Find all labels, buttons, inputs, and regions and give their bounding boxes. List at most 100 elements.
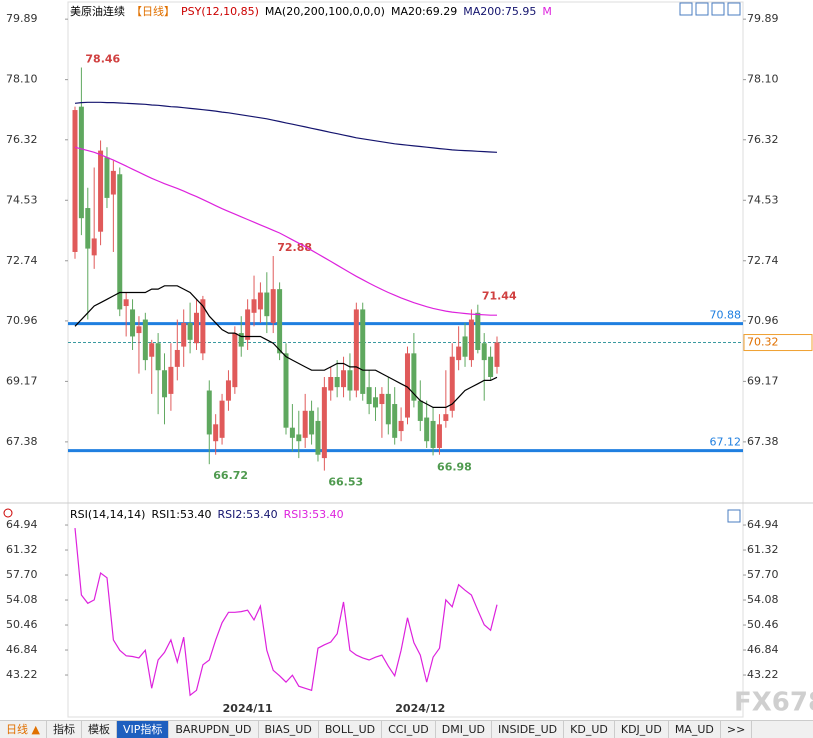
candle-body: [373, 397, 379, 408]
tab[interactable]: DMI_UD: [436, 721, 492, 738]
candle-body: [213, 424, 219, 442]
candle-body: [289, 427, 295, 438]
tab-bar: 日线 ▲ 指标 模板 VIP指标 BARUPDN_UD BIAS_UD BOLL_UD CCI…: [0, 720, 813, 738]
candle-body: [162, 370, 168, 398]
candle-body: [334, 377, 340, 388]
y-tick-label: 54.08: [6, 593, 38, 606]
candle-body: [436, 424, 442, 448]
y-tick-label: 70.96: [747, 314, 779, 327]
y-tick-label: 70.96: [6, 314, 38, 327]
y-tick-label: 79.89: [6, 12, 38, 25]
candle-body: [488, 356, 494, 377]
candle-body: [462, 336, 468, 357]
low-annotation: 66.53: [328, 476, 363, 489]
candle-body: [385, 393, 391, 425]
y-tick-label: 72.74: [747, 254, 779, 267]
y-tick-label: 50.46: [6, 618, 38, 631]
y-tick-label: 64.94: [747, 518, 779, 531]
watermark: FX678: [734, 688, 813, 718]
candle-body: [481, 343, 487, 361]
level-label: 70.88: [710, 309, 742, 322]
chart: FX678 79.89 79.89 78.10 78.10 76.32 76.32 74.5…: [0, 1, 813, 718]
candle-body: [104, 157, 110, 198]
tab[interactable]: CCI_UD: [382, 721, 436, 738]
rsi-title: RSI(14,14,14): [70, 508, 146, 521]
tab[interactable]: BOLL_UD: [319, 721, 383, 738]
last-price-box: [743, 334, 813, 352]
tab[interactable]: MA_UD: [669, 721, 721, 738]
tab[interactable]: >>: [721, 721, 753, 738]
candle-body: [449, 356, 455, 411]
y-tick-label: 43.22: [747, 668, 779, 681]
candle-body: [341, 370, 347, 388]
candle-body: [117, 174, 123, 310]
y-tick-label: 57.70: [6, 568, 38, 581]
candle-body: [456, 346, 462, 361]
tab[interactable]: BARUPDN_UD: [169, 721, 259, 738]
candle-body: [392, 404, 398, 438]
candle-body: [321, 387, 327, 459]
tab[interactable]: 模板: [82, 721, 117, 738]
rsi-header: RSI(14,14,14) RSI1:53.40 RSI2:53.40 RSI3:53…: [70, 508, 356, 521]
level-label: 67.12: [710, 436, 742, 449]
y-tick-label: 79.89: [747, 12, 779, 25]
candle-body: [264, 292, 270, 317]
candle-body: [404, 353, 410, 418]
candle-body: [136, 326, 142, 334]
indicator: PSY(12,10,85): [181, 5, 259, 18]
candle-body: [206, 390, 212, 435]
y-tick-label: 76.32: [747, 133, 779, 146]
high-annotation: 78.46: [85, 52, 120, 65]
candle-body: [251, 299, 257, 313]
tab[interactable]: INSIDE_UD: [492, 721, 565, 738]
y-tick-label: 64.94: [6, 518, 38, 531]
candle-body: [468, 319, 474, 361]
y-tick-label: 43.22: [6, 668, 38, 681]
candle-body: [360, 309, 366, 394]
candle-body: [270, 289, 276, 323]
candle-body: [309, 410, 315, 435]
y-tick-label: 54.08: [747, 593, 779, 606]
candle-body: [257, 292, 263, 310]
tab[interactable]: KDJ_UD: [615, 721, 669, 738]
candle-body: [424, 417, 430, 442]
candle-body: [219, 400, 225, 438]
y-tick-label: 78.10: [747, 73, 779, 86]
tab[interactable]: KD_UD: [564, 721, 615, 738]
toolbar[interactable]: [679, 2, 741, 523]
candle-body: [72, 110, 78, 252]
candle-body: [366, 387, 372, 405]
rsi-icon: [3, 508, 13, 518]
high-annotation: 72.88: [277, 241, 312, 254]
tab[interactable]: 指标: [47, 721, 82, 738]
y-tick-label: 78.10: [6, 73, 38, 86]
plot-frame: [67, 1, 744, 718]
candle-body: [174, 349, 180, 367]
candle-body: [245, 309, 251, 340]
candle-body: [328, 377, 334, 391]
period[interactable]: 【日线】: [131, 5, 175, 18]
x-tick-label: 2024/11: [223, 702, 273, 715]
candle-body: [238, 333, 244, 347]
candle-body: [130, 309, 136, 337]
candle-body: [78, 106, 84, 219]
legend-entry: RSI2:53.40: [217, 508, 278, 521]
candle-body: [296, 434, 302, 442]
candle-body: [443, 414, 449, 421]
legend-entry: M: [542, 5, 552, 18]
tab[interactable]: BIAS_UD: [259, 721, 319, 738]
line-series: [74, 528, 498, 697]
candle-body: [155, 343, 161, 371]
tab[interactable]: 日线 ▲: [0, 721, 47, 738]
y-tick-label: 61.32: [6, 543, 38, 556]
y-tick-label: 57.70: [747, 568, 779, 581]
symbol: 美原油连续: [70, 5, 125, 18]
candle-body: [85, 208, 91, 249]
tab[interactable]: VIP指标: [116, 721, 170, 738]
candle-body: [149, 343, 155, 357]
candle-body: [98, 150, 104, 232]
legend: MA20:69.29 MA200:75.95 M: [391, 5, 558, 18]
candle-body: [181, 322, 187, 347]
candle-body: [168, 366, 174, 394]
